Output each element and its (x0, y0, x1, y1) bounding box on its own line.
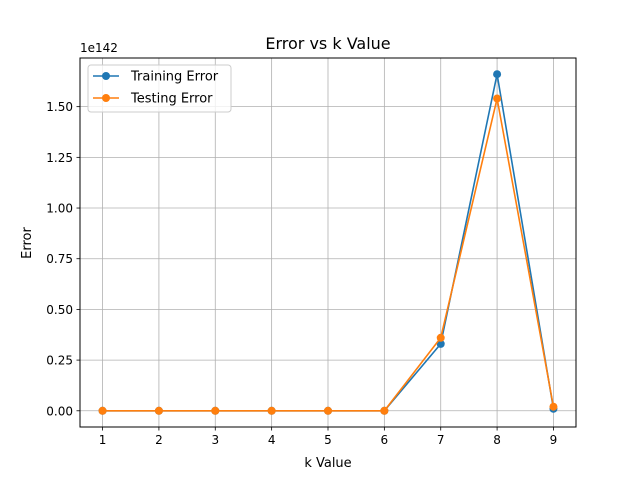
x-tick-label: 3 (211, 433, 219, 447)
testing-error-point (154, 406, 163, 415)
testing-error-point (380, 406, 389, 415)
x-tick-label: 1 (99, 433, 107, 447)
legend-testing-error-marker (102, 94, 110, 102)
y-axis-offset-label: 1e142 (80, 41, 118, 55)
y-tick-label: 0.25 (46, 354, 73, 368)
x-tick-label: 4 (268, 433, 276, 447)
training-error-point (436, 339, 445, 348)
legend-training-error-label: Training Error (130, 70, 219, 85)
x-tick-label: 5 (324, 433, 332, 447)
plot-frame (79, 57, 577, 428)
y-tick-label: 0.00 (46, 404, 73, 418)
y-tick-label: 0.75 (46, 252, 73, 266)
grid (80, 58, 576, 427)
y-axis-label: Error (20, 227, 35, 259)
ticks: 1 2 3 4 5 6 7 8 9 0.00 0.25 0.50 0.75 1.00 1.25 1.50 (46, 100, 557, 447)
testing-error-point (211, 406, 220, 415)
x-tick-label: 9 (550, 433, 558, 447)
legend-training-error-marker (102, 72, 110, 80)
series-layer (98, 70, 558, 415)
testing-error-point (324, 406, 332, 415)
y-tick-label: 0.50 (46, 303, 73, 317)
y-tick-label: 1.25 (46, 151, 73, 165)
x-tick-label: 2 (155, 433, 163, 447)
x-tick-label: 7 (437, 433, 445, 447)
y-tick-label: 1.50 (46, 100, 73, 114)
training-error-point (493, 70, 502, 79)
testing-error-point (267, 406, 276, 415)
chart-title: Error vs k Value (265, 34, 390, 53)
legend: Training Error Testing Error (87, 64, 232, 113)
legend-testing-error-label: Testing Error (130, 92, 213, 107)
testing-error-point (98, 406, 107, 415)
testing-error-point (436, 333, 445, 342)
x-tick-label: 8 (493, 433, 501, 447)
x-tick-label: 6 (381, 433, 389, 447)
y-tick-label: 1.00 (46, 202, 73, 216)
testing-error-point (493, 94, 502, 103)
testing-error-point (549, 402, 558, 411)
legend-box (87, 64, 232, 113)
x-axis-label: k Value (304, 456, 351, 471)
